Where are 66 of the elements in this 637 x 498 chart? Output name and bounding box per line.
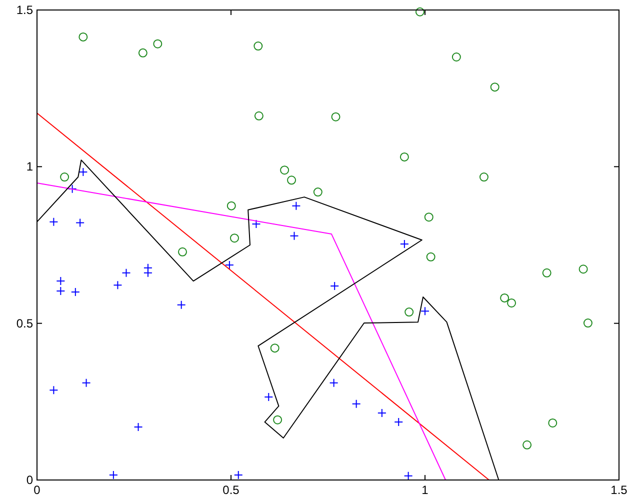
point (143, 268, 152, 278)
point (230, 234, 239, 243)
point (352, 399, 361, 408)
point (49, 386, 58, 395)
point (108, 470, 118, 480)
point (313, 188, 322, 197)
point (273, 415, 282, 424)
point (264, 392, 274, 402)
point (56, 286, 66, 296)
point (583, 318, 592, 328)
point (138, 48, 148, 58)
point (113, 280, 122, 290)
point (292, 201, 301, 210)
y-tick-label: 0 (26, 473, 34, 487)
point (330, 282, 340, 291)
point (452, 52, 461, 62)
point (404, 308, 414, 317)
point (578, 264, 588, 274)
point (479, 172, 488, 182)
point (68, 184, 77, 194)
point (490, 82, 500, 92)
y-tick-label: 1 (26, 160, 34, 174)
point (153, 39, 162, 48)
point (290, 231, 299, 240)
point (226, 201, 236, 210)
point (542, 268, 552, 278)
point (60, 172, 70, 182)
x-tick-label: 0.5 (222, 483, 240, 497)
point (331, 112, 340, 122)
y-tick-label: 0.5 (16, 316, 34, 330)
point (270, 344, 280, 353)
point (78, 32, 88, 42)
point (377, 408, 386, 418)
x-tick-label: 1.5 (610, 483, 628, 497)
point (415, 7, 424, 16)
point (76, 218, 85, 228)
point (420, 306, 430, 316)
point (548, 418, 558, 428)
point (424, 212, 434, 222)
point (234, 470, 243, 480)
point (287, 176, 296, 185)
point (522, 440, 532, 450)
point (176, 300, 186, 310)
point (426, 252, 436, 262)
point (400, 152, 409, 162)
point (82, 378, 91, 388)
point (329, 378, 338, 388)
point (252, 220, 261, 229)
point (70, 288, 80, 296)
point (56, 276, 66, 286)
point (78, 167, 88, 176)
y-tick-label: 1.5 (16, 3, 34, 17)
point (134, 422, 143, 432)
point (404, 471, 413, 480)
point (254, 111, 264, 120)
x-tick-label: 1 (422, 483, 429, 497)
point (178, 247, 187, 256)
point (280, 166, 290, 175)
point (122, 268, 131, 278)
point (400, 240, 409, 249)
point (224, 260, 234, 270)
point (254, 42, 263, 51)
point (49, 217, 58, 226)
point (507, 298, 516, 308)
point (500, 293, 510, 302)
point (394, 418, 404, 427)
